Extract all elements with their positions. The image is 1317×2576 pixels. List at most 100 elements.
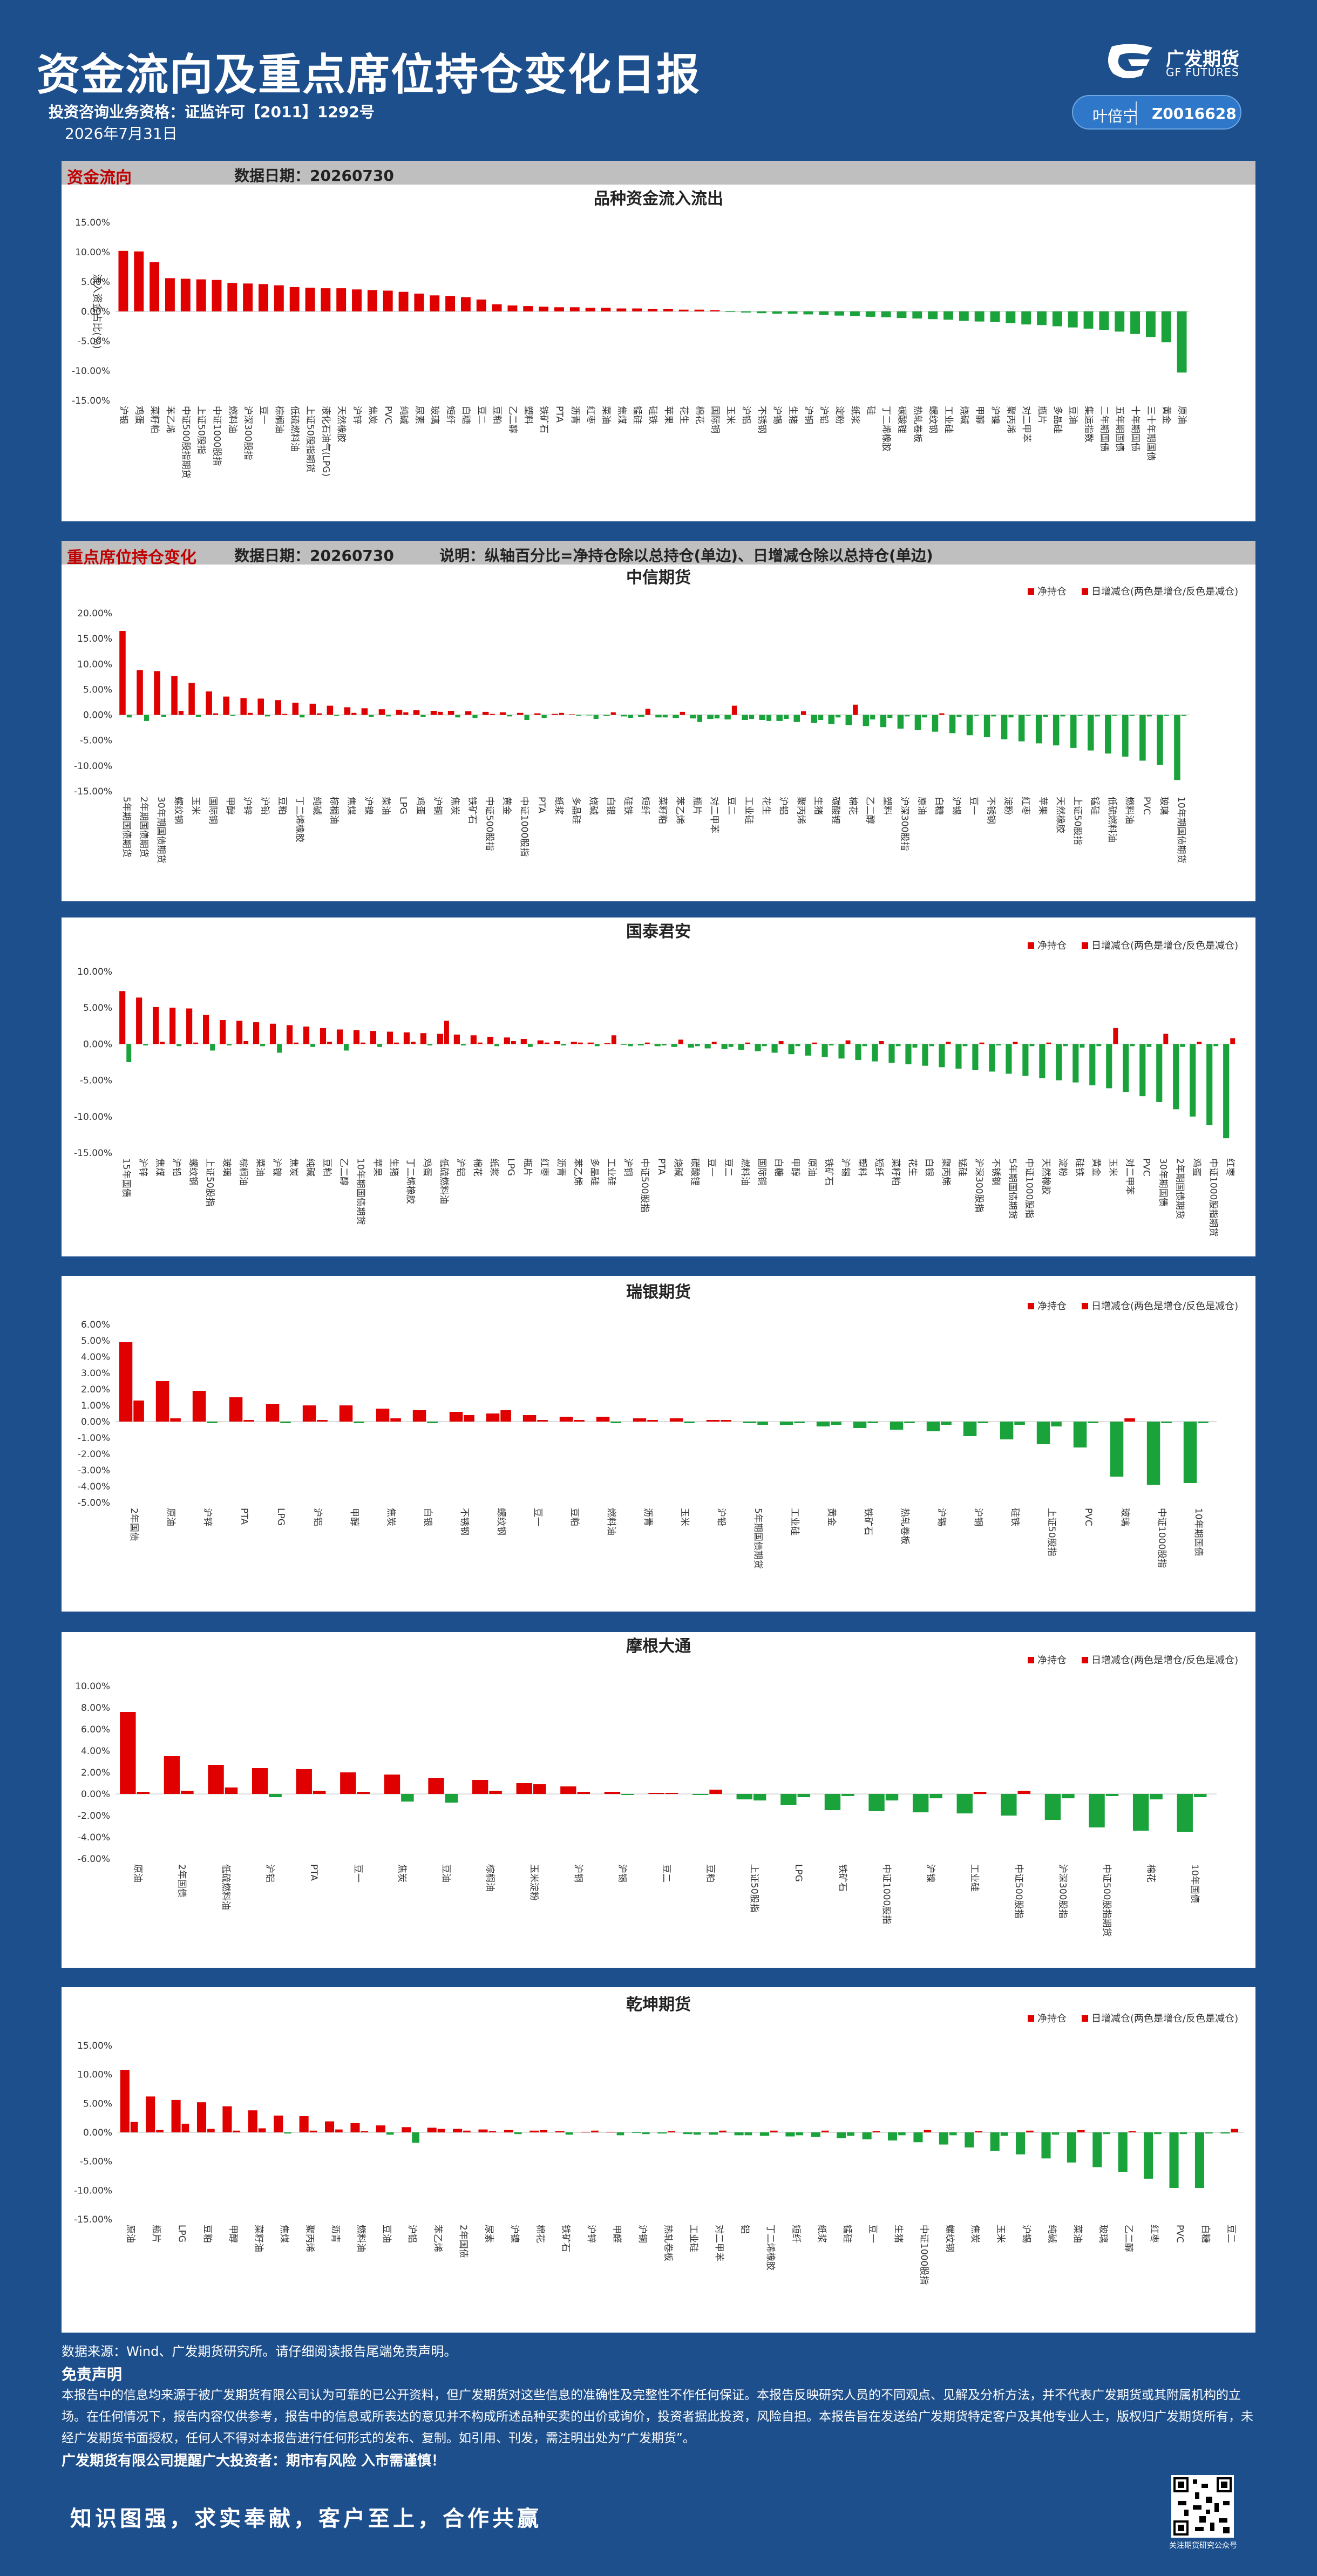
daily-bar bbox=[721, 1420, 731, 1422]
net-bar bbox=[673, 715, 679, 718]
daily-bar bbox=[642, 2132, 650, 2135]
daily-bar bbox=[225, 1787, 238, 1794]
bar bbox=[1115, 311, 1125, 332]
x-tick-label: 热轧卷板 bbox=[662, 2225, 673, 2261]
daily-bar bbox=[574, 1420, 585, 1422]
net-bar bbox=[552, 713, 558, 715]
x-tick-label: 中证500股指 bbox=[484, 797, 495, 851]
net-bar bbox=[755, 1044, 761, 1051]
net-bar bbox=[1053, 715, 1060, 746]
x-tick-label: 2年期国债期货 bbox=[138, 797, 149, 858]
x-tick-label: 玻璃 bbox=[1158, 797, 1169, 815]
daily-bar bbox=[559, 712, 564, 715]
x-tick-label: 纸浆 bbox=[488, 1158, 499, 1177]
daily-bar bbox=[885, 1794, 899, 1800]
net-bar bbox=[571, 1042, 577, 1044]
daily-bar bbox=[1129, 715, 1135, 716]
net-bar bbox=[309, 703, 316, 715]
x-tick-label: 淀粉 bbox=[1057, 1158, 1068, 1177]
x-tick-label: 中证1000股指 bbox=[881, 1864, 892, 1924]
net-bar bbox=[171, 676, 178, 715]
chart-title: 国泰君安 bbox=[626, 922, 691, 941]
net-bar bbox=[743, 1422, 757, 1423]
net-bar bbox=[222, 2106, 232, 2132]
bar bbox=[772, 311, 782, 314]
net-bar bbox=[274, 2115, 283, 2132]
daily-bar bbox=[161, 715, 167, 717]
daily-bar bbox=[974, 715, 979, 716]
x-tick-label: 菜油 bbox=[381, 797, 391, 815]
daily-bar bbox=[327, 1042, 332, 1044]
net-bar bbox=[949, 715, 956, 733]
x-tick-label: 棉花 bbox=[694, 406, 705, 424]
bar bbox=[1130, 311, 1140, 334]
x-tick-label: 对二甲苯 bbox=[1021, 406, 1031, 443]
x-tick-label: PTA bbox=[239, 1508, 249, 1525]
ubs-chart: 瑞银期货 6.00% 5.00% 4.00% 3.00% 2.00% 1.00% 0.00% -… bbox=[78, 1283, 1238, 1569]
x-tick-label: 上证50股指 bbox=[196, 406, 207, 454]
bar bbox=[321, 288, 331, 311]
x-tick-label: 中证1000股指 bbox=[918, 2225, 929, 2285]
x-tick-label: PTA bbox=[308, 1864, 319, 1881]
net-bar bbox=[554, 1041, 560, 1044]
net-bar bbox=[386, 1031, 393, 1044]
y-tick-label: 5.00% bbox=[81, 277, 110, 288]
bar bbox=[756, 311, 766, 314]
x-tick-label: 丁二烯橡胶 bbox=[881, 406, 892, 452]
y-axis-label: 流入资金占比(%) bbox=[91, 274, 103, 349]
daily-bar bbox=[156, 2130, 164, 2132]
daily-bar bbox=[544, 1042, 549, 1044]
daily-bar bbox=[193, 1042, 199, 1044]
x-tick-label: 豆一 bbox=[258, 406, 269, 424]
daily-bar bbox=[561, 1044, 566, 1046]
x-tick-label: 玉米 bbox=[995, 2225, 1006, 2243]
legend-daily: 日增减仓(两色是增仓/反色是减仓) bbox=[1091, 586, 1238, 597]
net-bar bbox=[153, 1007, 159, 1044]
x-tick-label: 塑料 bbox=[881, 797, 892, 815]
x-tick-label: 沪锡 bbox=[1021, 2225, 1031, 2243]
flow-section-title: 资金流向 bbox=[67, 168, 132, 187]
daily-bar bbox=[1088, 1422, 1098, 1423]
x-tick-label: 焦炭 bbox=[385, 1508, 396, 1526]
net-bar bbox=[648, 1793, 664, 1794]
daily-bar bbox=[394, 1042, 399, 1044]
y-tick-label: 15.00% bbox=[75, 218, 110, 228]
x-tick-label: 红枣 bbox=[1225, 1158, 1235, 1177]
net-bar bbox=[771, 1044, 778, 1053]
bar bbox=[383, 290, 393, 311]
bar bbox=[554, 307, 564, 311]
x-tick-label: 沪锡 bbox=[840, 1158, 851, 1177]
net-bar bbox=[229, 1397, 243, 1422]
daily-bar bbox=[749, 715, 755, 719]
daily-bar bbox=[757, 1422, 768, 1425]
x-tick-label: 豆二 bbox=[723, 1158, 734, 1177]
net-bar bbox=[603, 715, 610, 716]
net-bar bbox=[688, 1044, 694, 1048]
net-bar bbox=[208, 1765, 224, 1794]
daily-bar bbox=[821, 2130, 829, 2132]
daily-bar bbox=[991, 715, 996, 717]
legend-daily: 日增减仓(两色是增仓/反色是减仓) bbox=[1091, 2013, 1238, 2024]
net-bar bbox=[922, 1044, 928, 1066]
bar bbox=[959, 311, 969, 321]
bar bbox=[1161, 311, 1171, 343]
net-bar bbox=[972, 1044, 979, 1070]
x-tick-label: 5年期国债期货 bbox=[752, 1508, 763, 1569]
x-tick-label: 生猪 bbox=[788, 406, 798, 424]
x-tick-label: 铁矿石 bbox=[560, 2225, 571, 2252]
x-tick-label: 焦煤 bbox=[154, 1158, 165, 1177]
x-tick-label: 工业硅 bbox=[743, 797, 754, 824]
net-bar bbox=[779, 1422, 793, 1425]
legend-swatch-net bbox=[1028, 1303, 1034, 1309]
daily-bar bbox=[1017, 1791, 1031, 1794]
x-tick-label: 白糖 bbox=[1200, 2225, 1211, 2243]
x-tick-label: 花生 bbox=[678, 406, 689, 424]
bar bbox=[1021, 311, 1031, 325]
daily-bar bbox=[500, 1410, 511, 1422]
bar bbox=[990, 311, 1000, 322]
x-tick-label: PVC bbox=[383, 406, 393, 424]
x-tick-label: 上证50股指 bbox=[749, 1864, 759, 1913]
x-tick-label: 豆油 bbox=[440, 1864, 451, 1882]
net-bar bbox=[430, 711, 437, 715]
x-tick-label: 铁矿石 bbox=[823, 1158, 834, 1186]
